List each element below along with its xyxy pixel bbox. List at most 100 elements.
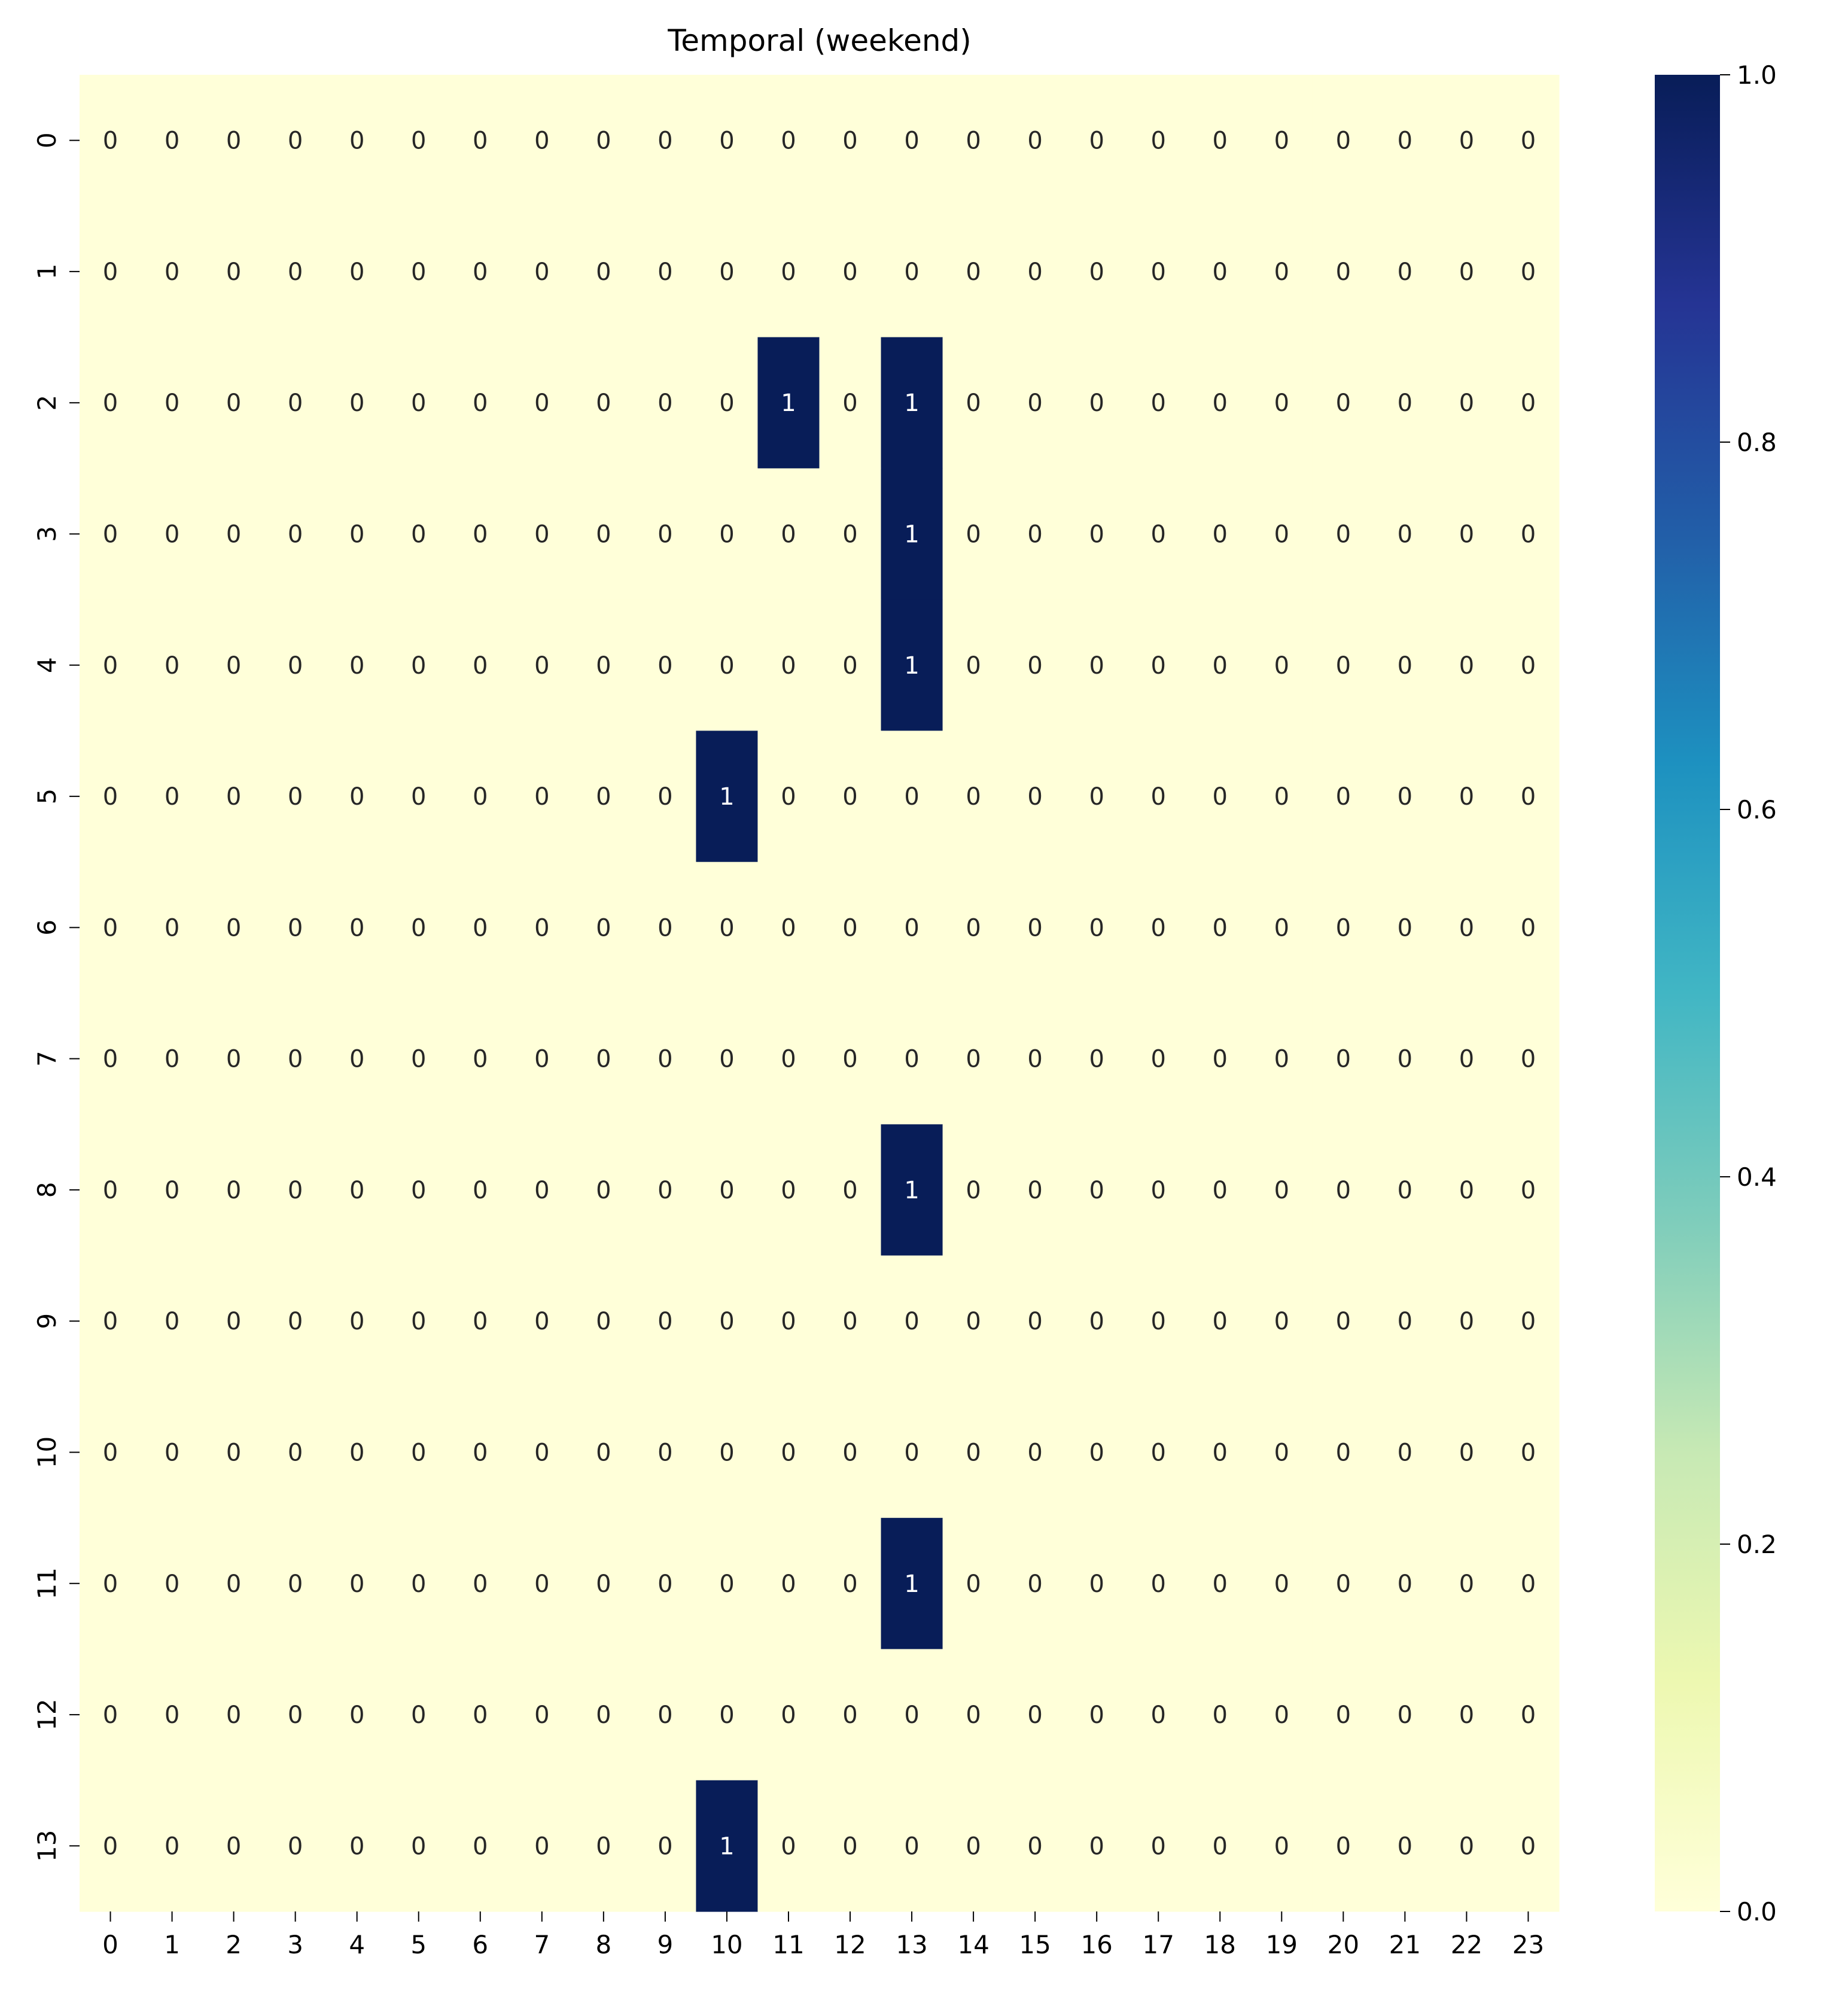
cell-label-r5-c22: 0 bbox=[1459, 783, 1474, 811]
x-tick-label-6: 6 bbox=[472, 1930, 488, 1959]
heatmap-cell-r8-c19 bbox=[1250, 1124, 1313, 1256]
heatmap-cell-r3-c17 bbox=[1127, 468, 1190, 600]
heatmap-cell-r7-c8 bbox=[573, 993, 635, 1125]
cell-label-r1-c18: 0 bbox=[1213, 258, 1228, 286]
cell-label-r12-c16: 0 bbox=[1089, 1701, 1104, 1729]
cell-label-r1-c2: 0 bbox=[226, 258, 241, 286]
heatmap-cell-r12-c7 bbox=[511, 1649, 573, 1781]
cell-label-r11-c17: 0 bbox=[1151, 1570, 1166, 1598]
cell-label-r0-c0: 0 bbox=[103, 127, 118, 155]
heatmap-cell-r3-c5 bbox=[388, 468, 450, 600]
cell-label-r1-c17: 0 bbox=[1151, 258, 1166, 286]
cell-label-r4-c8: 0 bbox=[596, 652, 611, 680]
heatmap-cell-r9-c9 bbox=[634, 1255, 697, 1387]
cell-label-r7-c10: 0 bbox=[719, 1046, 734, 1073]
heatmap-cell-r13-c21 bbox=[1374, 1780, 1436, 1912]
cell-label-r3-c22: 0 bbox=[1459, 521, 1474, 549]
heatmap-cell-r4-c5 bbox=[388, 599, 450, 732]
cell-label-r13-c9: 0 bbox=[657, 1832, 672, 1860]
heatmap-cell-r2-c8 bbox=[573, 337, 635, 469]
cell-label-r2-c22: 0 bbox=[1459, 389, 1474, 417]
cell-label-r9-c1: 0 bbox=[165, 1308, 179, 1335]
cell-label-r5-c2: 0 bbox=[226, 783, 241, 811]
cell-label-r9-c14: 0 bbox=[966, 1308, 981, 1335]
heatmap-cell-r8-c10 bbox=[696, 1124, 759, 1256]
cell-label-r10-c6: 0 bbox=[473, 1439, 488, 1467]
cell-label-r12-c7: 0 bbox=[534, 1701, 549, 1729]
cell-label-r7-c20: 0 bbox=[1336, 1046, 1351, 1073]
cell-label-r4-c12: 0 bbox=[842, 652, 857, 680]
heatmap-cell-r10-c13 bbox=[881, 1386, 943, 1518]
cell-label-r10-c7: 0 bbox=[534, 1439, 549, 1467]
cell-label-r10-c13: 0 bbox=[904, 1439, 919, 1467]
heatmap-cell-r9-c10 bbox=[696, 1255, 759, 1387]
cell-label-r1-c5: 0 bbox=[411, 258, 426, 286]
heatmap-cell-r11-c7 bbox=[511, 1518, 573, 1650]
cell-label-r11-c13: 1 bbox=[904, 1570, 919, 1598]
cell-label-r0-c5: 0 bbox=[411, 127, 426, 155]
heatmap-cell-r6-c16 bbox=[1065, 861, 1128, 994]
cell-label-r10-c14: 0 bbox=[966, 1439, 981, 1467]
heatmap-cell-r5-c10 bbox=[696, 730, 759, 863]
cell-label-r10-c11: 0 bbox=[781, 1439, 796, 1467]
cell-label-r11-c2: 0 bbox=[226, 1570, 241, 1598]
heatmap-cell-r7-c5 bbox=[388, 993, 450, 1125]
heatmap-cell-r12-c2 bbox=[203, 1649, 265, 1781]
cell-label-r7-c7: 0 bbox=[534, 1046, 549, 1073]
cell-label-r8-c14: 0 bbox=[966, 1177, 981, 1204]
heatmap-cell-r1-c21 bbox=[1374, 206, 1436, 338]
cell-label-r3-c4: 0 bbox=[349, 521, 364, 549]
heatmap-cell-r13-c7 bbox=[511, 1780, 573, 1912]
cell-label-r4-c11: 0 bbox=[781, 652, 796, 680]
cell-label-r6-c5: 0 bbox=[411, 914, 426, 942]
x-tick-label-20: 20 bbox=[1328, 1930, 1359, 1959]
cell-label-r2-c21: 0 bbox=[1398, 389, 1412, 417]
cell-label-r4-c0: 0 bbox=[103, 652, 118, 680]
heatmap-cell-r6-c9 bbox=[634, 861, 697, 994]
cell-label-r10-c17: 0 bbox=[1151, 1439, 1166, 1467]
cell-label-r13-c12: 0 bbox=[842, 1832, 857, 1860]
cell-label-r12-c3: 0 bbox=[288, 1701, 303, 1729]
cell-label-r7-c15: 0 bbox=[1027, 1046, 1042, 1073]
cell-label-r13-c21: 0 bbox=[1398, 1832, 1412, 1860]
cell-label-r4-c6: 0 bbox=[473, 652, 488, 680]
heatmap-cell-r13-c19 bbox=[1250, 1780, 1313, 1912]
heatmap-cell-r9-c15 bbox=[1004, 1255, 1067, 1387]
cell-label-r12-c17: 0 bbox=[1151, 1701, 1166, 1729]
heatmap-cell-r10-c14 bbox=[942, 1386, 1005, 1518]
cell-label-r5-c17: 0 bbox=[1151, 783, 1166, 811]
cell-label-r10-c22: 0 bbox=[1459, 1439, 1474, 1467]
cell-label-r5-c18: 0 bbox=[1213, 783, 1228, 811]
heatmap-cell-r9-c4 bbox=[326, 1255, 388, 1387]
cell-label-r8-c7: 0 bbox=[534, 1177, 549, 1204]
heatmap-cell-r4-c11 bbox=[757, 599, 820, 732]
heatmap-cell-r12-c0 bbox=[80, 1649, 142, 1781]
cell-label-r5-c12: 0 bbox=[842, 783, 857, 811]
cell-label-r11-c4: 0 bbox=[349, 1570, 364, 1598]
cell-label-r3-c20: 0 bbox=[1336, 521, 1351, 549]
heatmap-cell-r0-c15 bbox=[1004, 75, 1067, 206]
cell-label-r12-c5: 0 bbox=[411, 1701, 426, 1729]
x-tick-label-18: 18 bbox=[1204, 1930, 1236, 1959]
cell-label-r3-c15: 0 bbox=[1027, 521, 1042, 549]
cell-label-r11-c16: 0 bbox=[1089, 1570, 1104, 1598]
cell-label-r11-c21: 0 bbox=[1398, 1570, 1412, 1598]
heatmap-cell-r0-c10 bbox=[696, 75, 759, 206]
heatmap-cell-r9-c22 bbox=[1435, 1255, 1498, 1387]
cell-label-r3-c21: 0 bbox=[1398, 521, 1412, 549]
heatmap-cell-r9-c7 bbox=[511, 1255, 573, 1387]
heatmap-cell-r11-c21 bbox=[1374, 1518, 1436, 1650]
heatmap-cell-r0-c5 bbox=[388, 75, 450, 206]
heatmap-cell-r10-c7 bbox=[511, 1386, 573, 1518]
heatmap-cell-r7-c12 bbox=[819, 993, 882, 1125]
heatmap-cell-r9-c5 bbox=[388, 1255, 450, 1387]
cell-label-r0-c18: 0 bbox=[1213, 127, 1228, 155]
cell-label-r11-c8: 0 bbox=[596, 1570, 611, 1598]
heatmap-cell-r12-c3 bbox=[264, 1649, 327, 1781]
heatmap-cell-r8-c23 bbox=[1497, 1124, 1560, 1256]
cell-label-r8-c12: 0 bbox=[842, 1177, 857, 1204]
cell-label-r6-c17: 0 bbox=[1151, 914, 1166, 942]
x-tick-label-7: 7 bbox=[534, 1930, 550, 1959]
